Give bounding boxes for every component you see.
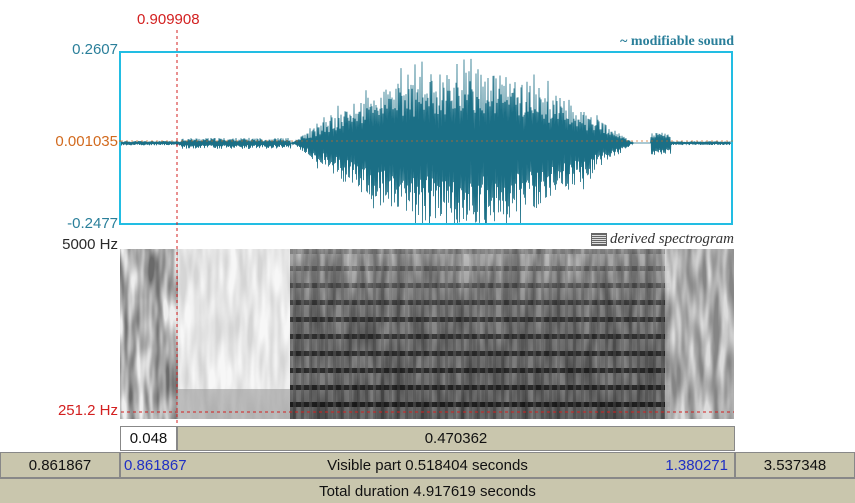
- spectrogram-f-max-label: 5000 Hz: [62, 236, 118, 253]
- waveform-title: ~ modifiable sound: [620, 34, 734, 49]
- total-duration-label: Total duration 4.917619 seconds: [319, 482, 536, 500]
- spectrogram-f-cursor-label: 251.2 Hz: [57, 402, 118, 419]
- waveform-trace: [121, 58, 731, 223]
- right-outside-segment[interactable]: 3.537348: [735, 452, 855, 478]
- spectrogram-title: derived spectrogram: [610, 231, 734, 247]
- spectrogram-image: [120, 249, 734, 419]
- waveform-y-cursor-label: 0.001035: [55, 133, 118, 150]
- visible-part-segment[interactable]: 0.861867 Visible part 0.518404 seconds 1…: [120, 452, 735, 478]
- selection-right-segment[interactable]: 0.470362: [177, 426, 735, 451]
- total-duration-bar[interactable]: Total duration 4.917619 seconds: [0, 478, 855, 503]
- spectrogram-panel[interactable]: [120, 249, 734, 419]
- visible-part-label: Visible part 0.518404 seconds: [327, 456, 528, 474]
- waveform-panel[interactable]: [119, 51, 733, 225]
- left-outside-segment[interactable]: 0.861867: [0, 452, 120, 478]
- waveform-y-min-label: -0.2477: [67, 215, 118, 232]
- visible-end-label: 1.380271: [665, 456, 728, 474]
- spectrogram-icon: [591, 233, 607, 246]
- visible-start-label: 0.861867: [124, 456, 187, 474]
- waveform-y-max-label: 0.2607: [72, 41, 118, 58]
- cursor-time-label: 0.909908: [137, 11, 200, 28]
- selection-left-segment[interactable]: 0.048: [120, 426, 177, 451]
- spectrogram-title-area: derived spectrogram: [591, 231, 734, 248]
